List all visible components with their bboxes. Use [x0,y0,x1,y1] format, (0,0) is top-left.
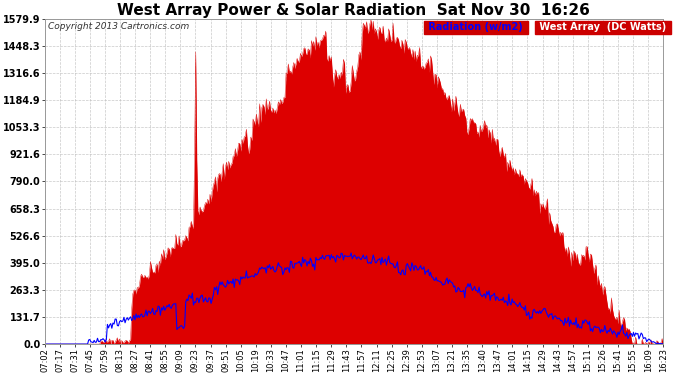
Text: West Array  (DC Watts): West Array (DC Watts) [536,22,670,32]
Text: Copyright 2013 Cartronics.com: Copyright 2013 Cartronics.com [48,22,189,31]
Title: West Array Power & Solar Radiation  Sat Nov 30  16:26: West Array Power & Solar Radiation Sat N… [117,3,591,18]
Text: Radiation (w/m2): Radiation (w/m2) [425,22,526,32]
